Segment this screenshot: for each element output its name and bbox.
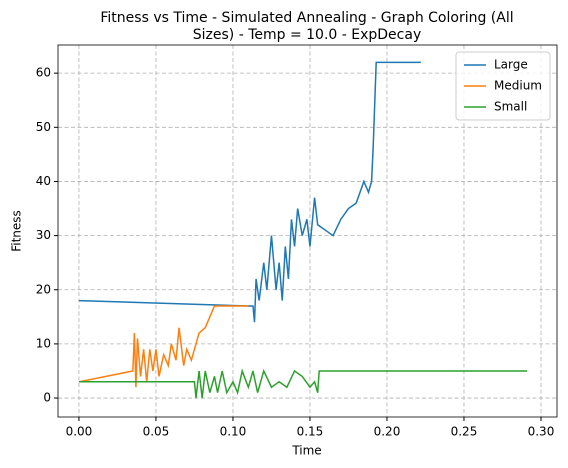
y-tick-label: 0	[43, 391, 51, 405]
chart-title: Sizes) - Temp = 10.0 - ExpDecay	[193, 27, 421, 43]
legend-label: Large	[494, 58, 528, 72]
y-tick-label: 40	[36, 174, 51, 188]
legend-label: Small	[494, 100, 527, 114]
x-tick-label: 0.05	[143, 425, 170, 439]
series-line	[78, 61, 421, 323]
y-tick-label: 50	[36, 120, 51, 134]
plot-frame	[57, 44, 558, 418]
y-tick-label: 20	[36, 282, 51, 296]
x-tick-label: 0.20	[374, 425, 401, 439]
x-tick-label: 0.15	[297, 425, 324, 439]
legend-label: Medium	[494, 79, 542, 93]
series-line	[78, 368, 528, 399]
x-axis-label: Time	[291, 444, 321, 458]
x-tick-label: 0.10	[220, 425, 247, 439]
y-tick-label: 10	[36, 336, 51, 350]
y-tick-label: 30	[36, 228, 51, 242]
y-axis-label: Fitness	[10, 210, 24, 252]
x-tick-label: 0.00	[66, 425, 93, 439]
series-line	[78, 305, 249, 388]
legend-box	[455, 51, 551, 121]
x-tick-label: 0.30	[528, 425, 555, 439]
y-tick-label: 60	[36, 66, 51, 80]
x-tick-label: 0.25	[451, 425, 478, 439]
chart-title: Fitness vs Time - Simulated Annealing - …	[100, 10, 513, 26]
